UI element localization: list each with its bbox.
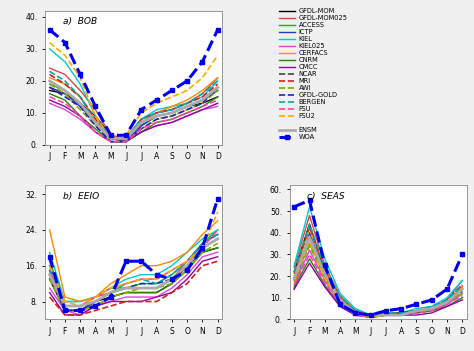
Text: a)  BOB: a) BOB: [63, 17, 97, 26]
Text: b)  EEIO: b) EEIO: [63, 192, 99, 201]
Text: c)  SEAS: c) SEAS: [307, 192, 345, 201]
Legend: GFDL-MOM, GFDL-MOM025, ACCESS, ICTP, KIEL, KIEL025, CERFACS, CNRM, CMCC, NCAR, M: GFDL-MOM, GFDL-MOM025, ACCESS, ICTP, KIE…: [279, 8, 348, 140]
